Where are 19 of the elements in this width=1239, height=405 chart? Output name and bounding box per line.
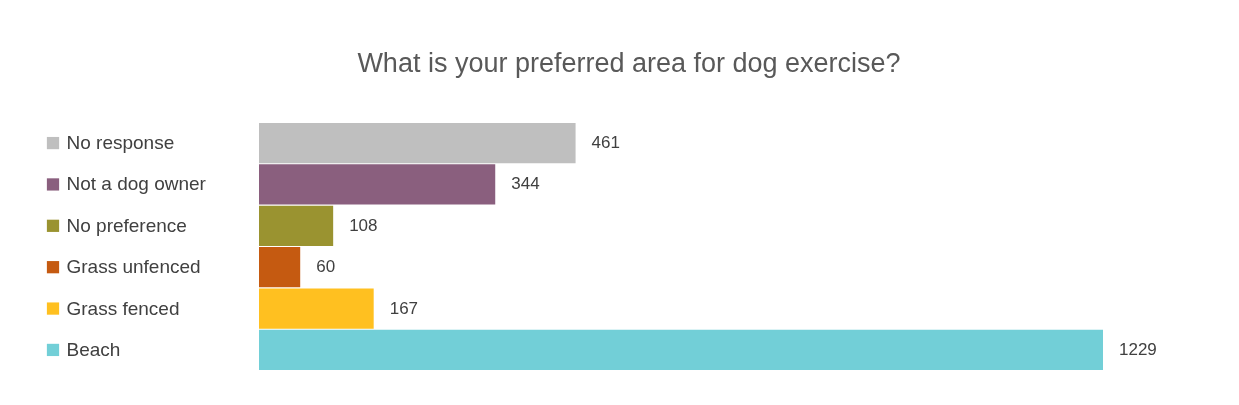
data-label: 344 bbox=[511, 174, 540, 194]
y-tick-label: Grass fenced bbox=[66, 297, 180, 319]
bar bbox=[259, 123, 576, 164]
data-label: 60 bbox=[316, 257, 336, 277]
data-label: 167 bbox=[389, 298, 419, 318]
bar bbox=[259, 205, 334, 246]
y-tick-label: No response bbox=[66, 132, 175, 154]
data-label: 108 bbox=[349, 215, 378, 235]
bar bbox=[259, 247, 301, 288]
chart-title: What is your preferred area for dog exercise? bbox=[357, 48, 901, 78]
bar bbox=[259, 288, 374, 329]
data-label: 1229 bbox=[1119, 339, 1157, 359]
y-tick-label: No preference bbox=[66, 214, 187, 236]
bar bbox=[259, 164, 496, 205]
data-label: 461 bbox=[591, 133, 620, 153]
y-tick-label: Grass unfenced bbox=[66, 256, 201, 278]
y-tick-label: Not a dog owner bbox=[66, 173, 207, 195]
y-tick-label: Beach bbox=[66, 338, 121, 360]
bar bbox=[259, 329, 1103, 370]
